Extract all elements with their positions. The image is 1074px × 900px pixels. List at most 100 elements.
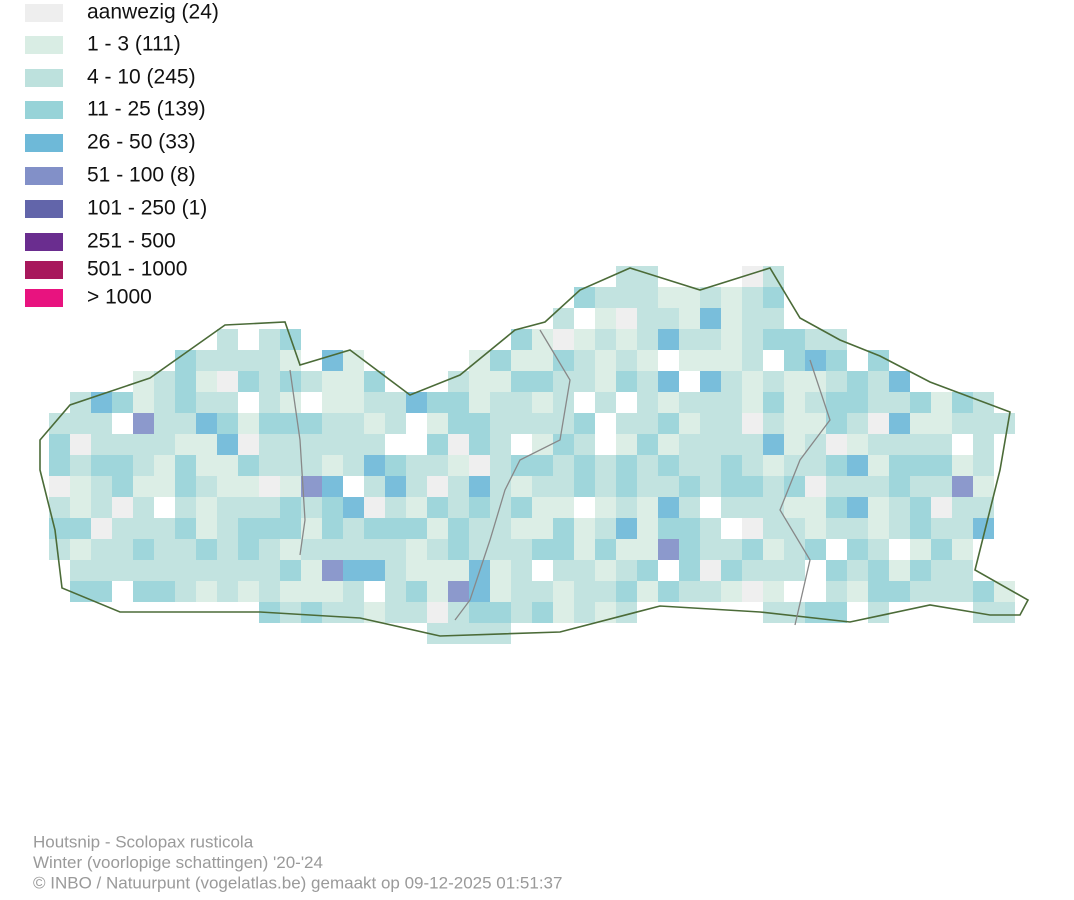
- grid-cell: [742, 371, 763, 392]
- grid-cell: [175, 539, 196, 560]
- grid-cell: [700, 308, 721, 329]
- grid-cell: [154, 371, 175, 392]
- grid-cell: [154, 476, 175, 497]
- grid-cell: [532, 392, 553, 413]
- grid-cell: [238, 581, 259, 602]
- grid-cell: [553, 497, 574, 518]
- grid-cell: [91, 497, 112, 518]
- grid-cell: [658, 329, 679, 350]
- legend-swatch: [25, 233, 63, 251]
- grid-cell: [133, 581, 154, 602]
- legend-swatch: [25, 134, 63, 152]
- grid-cell: [259, 539, 280, 560]
- grid-cell: [763, 518, 784, 539]
- grid-cell: [553, 413, 574, 434]
- grid-cell: [742, 350, 763, 371]
- grid-cell: [133, 539, 154, 560]
- grid-cell: [196, 371, 217, 392]
- grid-cell: [553, 434, 574, 455]
- grid-cell: [910, 476, 931, 497]
- grid-cell: [637, 518, 658, 539]
- grid-cell: [322, 371, 343, 392]
- grid-cell: [70, 476, 91, 497]
- grid-cell: [553, 602, 574, 623]
- grid-cell: [112, 476, 133, 497]
- grid-cell: [343, 434, 364, 455]
- grid-cell: [868, 434, 889, 455]
- grid-cell: [448, 518, 469, 539]
- grid-cell: [175, 350, 196, 371]
- grid-cell: [847, 560, 868, 581]
- grid-cell: [427, 623, 448, 644]
- grid-cell: [154, 434, 175, 455]
- grid-cell: [595, 308, 616, 329]
- grid-cell: [679, 539, 700, 560]
- grid-cell: [784, 434, 805, 455]
- grid-cell: [238, 455, 259, 476]
- grid-cell: [133, 434, 154, 455]
- grid-cell: [511, 413, 532, 434]
- grid-cell: [574, 455, 595, 476]
- grid-cell: [931, 560, 952, 581]
- legend-swatch: [25, 36, 63, 54]
- grid-cell: [217, 455, 238, 476]
- grid-cell: [469, 602, 490, 623]
- grid-cell: [700, 560, 721, 581]
- grid-cell: [259, 497, 280, 518]
- grid-cell: [532, 602, 553, 623]
- grid-cell: [238, 476, 259, 497]
- grid-cell: [91, 560, 112, 581]
- legend-swatch: [25, 289, 63, 307]
- grid-cell: [784, 329, 805, 350]
- grid-cell: [112, 434, 133, 455]
- grid-cell: [595, 497, 616, 518]
- grid-cell: [763, 560, 784, 581]
- grid-cell: [847, 539, 868, 560]
- grid-cell: [637, 350, 658, 371]
- grid-cell: [553, 476, 574, 497]
- grid-cell: [889, 392, 910, 413]
- grid-cell: [238, 350, 259, 371]
- grid-cell: [427, 392, 448, 413]
- grid-cell: [721, 434, 742, 455]
- grid-cell: [931, 476, 952, 497]
- grid-cell: [826, 413, 847, 434]
- grid-cell: [784, 539, 805, 560]
- grid-cell: [238, 560, 259, 581]
- grid-cell: [574, 539, 595, 560]
- grid-cell: [616, 350, 637, 371]
- grid-cell: [553, 455, 574, 476]
- grid-cell: [847, 581, 868, 602]
- grid-cell: [448, 623, 469, 644]
- grid-cell: [763, 392, 784, 413]
- grid-cell: [196, 497, 217, 518]
- grid-cell: [637, 497, 658, 518]
- grid-cell: [364, 560, 385, 581]
- grid-cell: [637, 287, 658, 308]
- grid-cell: [700, 518, 721, 539]
- grid-cell: [154, 413, 175, 434]
- grid-cell: [385, 602, 406, 623]
- grid-cell: [511, 497, 532, 518]
- grid-cell: [511, 560, 532, 581]
- grid-cell: [721, 560, 742, 581]
- grid-cell: [322, 455, 343, 476]
- grid-cell: [784, 518, 805, 539]
- grid-cell: [385, 455, 406, 476]
- grid-cell: [784, 602, 805, 623]
- grid-cell: [994, 602, 1015, 623]
- grid-cell: [553, 560, 574, 581]
- grid-cell: [973, 476, 994, 497]
- grid-cell: [322, 413, 343, 434]
- grid-cell: [511, 350, 532, 371]
- grid-cell: [217, 581, 238, 602]
- grid-cell: [616, 560, 637, 581]
- grid-cell: [322, 476, 343, 497]
- grid-cell: [742, 518, 763, 539]
- grid-cell: [910, 413, 931, 434]
- legend-label: > 1000: [87, 286, 152, 309]
- grid-cell: [406, 581, 427, 602]
- grid-cell: [721, 350, 742, 371]
- grid-cell: [700, 350, 721, 371]
- grid-cell: [154, 560, 175, 581]
